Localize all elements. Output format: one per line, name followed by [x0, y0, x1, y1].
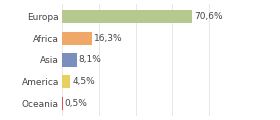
Text: 70,6%: 70,6%: [194, 12, 223, 21]
Bar: [62, 10, 192, 23]
Text: 8,1%: 8,1%: [79, 55, 102, 64]
Text: 16,3%: 16,3%: [94, 34, 123, 43]
Text: 4,5%: 4,5%: [72, 77, 95, 86]
Text: 0,5%: 0,5%: [65, 99, 88, 108]
Bar: [62, 32, 92, 45]
Bar: [62, 53, 76, 67]
Bar: [62, 75, 70, 88]
